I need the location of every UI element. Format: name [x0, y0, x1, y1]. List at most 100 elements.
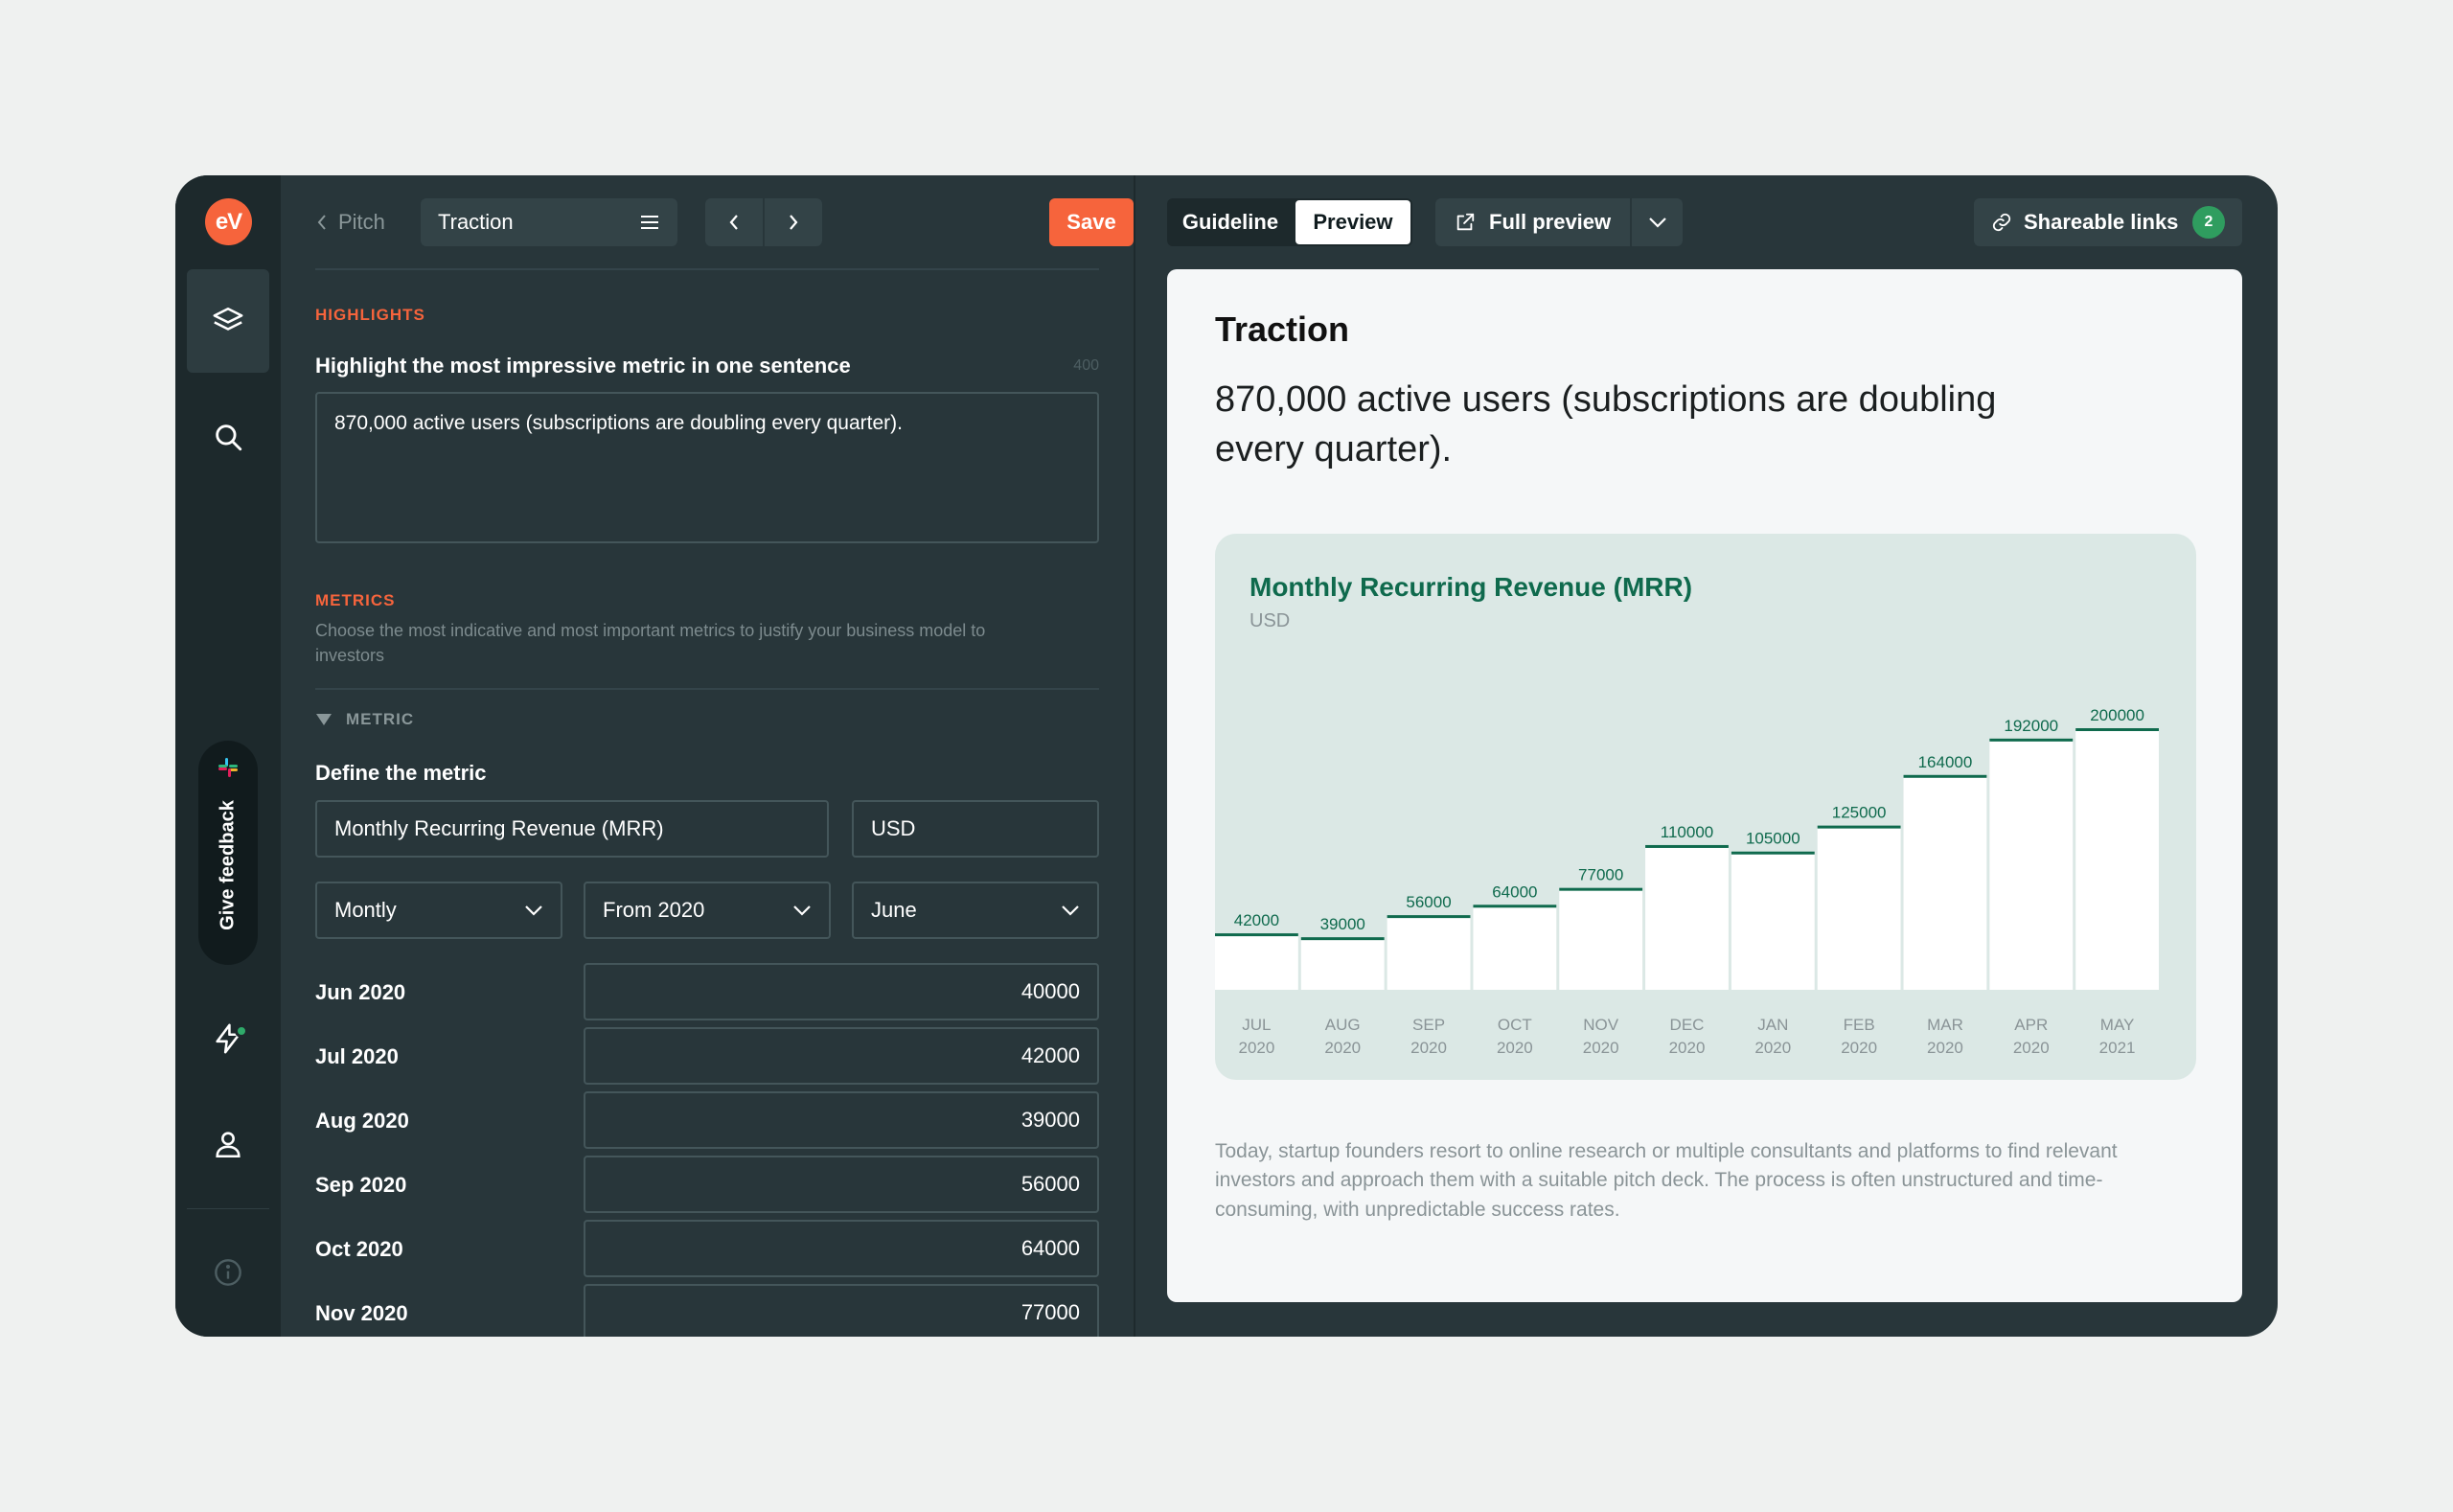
month-row-label: Oct 2020 — [315, 1237, 403, 1261]
full-preview-control: Full preview — [1435, 198, 1683, 246]
chart-x-tick-label: 2020 — [1927, 1039, 1963, 1057]
chart-plot: 42000 JUL 2020 39000 AUG 2020 56000 SEP 2020 6400… — [1215, 706, 2159, 1057]
chart-bar — [2075, 730, 2159, 990]
slide-preview: Traction 870,000 active users (subscript… — [1167, 269, 2242, 1302]
editor-panel: Pitch Traction Save HIGHLIGHTS Highlight… — [281, 175, 1307, 1337]
chart-bar — [1387, 917, 1471, 990]
frequency-select[interactable]: Montly — [315, 882, 562, 939]
chart-data-label: 105000 — [1746, 830, 1800, 848]
slide-body-text: Today, startup founders resort to online… — [1215, 1140, 2118, 1221]
chart-data-label: 64000 — [1492, 882, 1537, 901]
triangle-down-icon — [316, 714, 332, 725]
chart-data-label: 56000 — [1406, 893, 1451, 911]
chart-data-label: 77000 — [1578, 866, 1623, 884]
chevron-down-icon — [793, 905, 811, 916]
chart-data-label: 192000 — [2004, 717, 2058, 735]
metrics-divider — [315, 688, 1099, 690]
month-row-label: Sep 2020 — [315, 1173, 407, 1197]
chart-bar — [1300, 939, 1385, 990]
user-icon — [216, 1132, 241, 1158]
chart-data-label: 110000 — [1661, 823, 1713, 841]
month-value-input[interactable]: 40000 — [584, 963, 1099, 1020]
slide-selector[interactable]: Traction — [421, 198, 677, 246]
chart-x-tick-label: AUG — [1325, 1016, 1361, 1034]
menu-icon — [641, 216, 658, 229]
tab-guideline[interactable]: Guideline — [1181, 210, 1279, 234]
slide-title: Traction — [1215, 309, 1350, 349]
chart-x-tick-label: 2020 — [1669, 1039, 1706, 1057]
chart-x-tick-label: FEB — [1844, 1016, 1875, 1034]
chart-x-tick-label: 2020 — [1324, 1039, 1361, 1057]
start-month-value: June — [871, 898, 917, 922]
chart-bar-cap — [1903, 774, 1987, 778]
month-value-input[interactable]: 77000 — [584, 1284, 1099, 1337]
metric-unit-input[interactable]: USD — [852, 800, 1099, 858]
chart-x-tick-label: 2020 — [1754, 1039, 1791, 1057]
external-link-icon — [1456, 213, 1475, 231]
previous-slide-button[interactable] — [705, 198, 765, 246]
chart-title: Monthly Recurring Revenue (MRR) — [1249, 572, 1693, 602]
chart-bar-cap — [1989, 738, 2074, 742]
profile-nav-button[interactable] — [187, 1111, 269, 1178]
metric-name-input[interactable]: Monthly Recurring Revenue (MRR) — [315, 800, 829, 858]
chart-bar — [1989, 740, 2074, 990]
chart-bar — [1215, 935, 1298, 990]
app-logo[interactable]: eV — [205, 198, 252, 245]
mrr-chart: Monthly Recurring Revenue (MRR) USD 4200… — [1215, 534, 2196, 1080]
search-nav-button[interactable] — [187, 403, 269, 470]
chart-bar-cap — [1300, 937, 1385, 941]
shareable-links-count: 2 — [2192, 206, 2225, 239]
chart-bar — [1903, 776, 1987, 990]
chart-x-tick-label: APR — [2014, 1016, 2048, 1034]
chart-bar-cap — [1215, 933, 1298, 937]
month-value-input[interactable]: 42000 — [584, 1027, 1099, 1085]
chart-bar-cap — [1731, 851, 1815, 855]
back-to-pitch-link[interactable]: Pitch — [315, 198, 385, 246]
info-icon — [215, 1259, 241, 1286]
shareable-links-label: Shareable links — [2024, 210, 2179, 234]
panel-splitter[interactable] — [1134, 175, 1135, 1337]
highlights-heading: HIGHLIGHTS — [315, 306, 425, 324]
highlight-textarea[interactable]: 870,000 active users (subscriptions are … — [315, 392, 1099, 543]
chart-bar-cap — [1645, 844, 1729, 848]
chevron-down-icon — [1062, 905, 1079, 916]
chart-data-label: 39000 — [1320, 915, 1365, 933]
metric-collapse-toggle[interactable]: METRIC — [315, 700, 414, 739]
give-feedback-button[interactable]: Give feedback — [198, 741, 258, 965]
chart-bar-cap — [1559, 887, 1643, 891]
chevron-right-icon — [790, 215, 798, 230]
chevron-down-icon — [525, 905, 542, 916]
chart-bar — [1645, 846, 1729, 990]
chart-bar-cap — [1473, 905, 1557, 908]
layers-icon — [213, 307, 243, 331]
shareable-links-button[interactable]: Shareable links 2 — [1974, 198, 2242, 246]
chart-bar — [1559, 889, 1643, 990]
editor-toolbar: Pitch Traction Save — [315, 198, 1134, 246]
metrics-help-text: Choose the most indicative and most impo… — [315, 621, 986, 666]
full-preview-dropdown[interactable] — [1632, 198, 1683, 246]
frequency-value: Montly — [334, 898, 397, 922]
rail-divider — [187, 1208, 269, 1209]
define-metric-label: Define the metric — [315, 761, 487, 785]
save-button[interactable]: Save — [1049, 198, 1134, 246]
from-year-select[interactable]: From 2020 — [584, 882, 831, 939]
tab-preview[interactable]: Preview — [1295, 200, 1410, 244]
toolbar-divider — [315, 268, 1099, 270]
full-preview-label: Full preview — [1489, 210, 1612, 234]
info-nav-button[interactable] — [187, 1239, 269, 1306]
full-preview-button[interactable]: Full preview — [1435, 198, 1633, 246]
layers-nav-button[interactable] — [187, 269, 269, 373]
updates-nav-button[interactable] — [187, 1005, 269, 1072]
month-value-input[interactable]: 56000 — [584, 1156, 1099, 1213]
icon-rail: eV Give feedback — [175, 175, 281, 1337]
month-value-input[interactable]: 64000 — [584, 1220, 1099, 1277]
next-slide-button[interactable] — [765, 198, 822, 246]
chart-x-tick-label: OCT — [1498, 1016, 1532, 1034]
chart-x-tick-label: MAY — [2100, 1016, 2135, 1034]
start-month-select[interactable]: June — [852, 882, 1099, 939]
search-icon — [216, 424, 242, 451]
month-value-input[interactable]: 39000 — [584, 1091, 1099, 1149]
chart-x-tick-label: MAR — [1927, 1016, 1963, 1034]
chart-x-tick-label: 2020 — [1583, 1039, 1619, 1057]
metrics-heading: METRICS — [315, 591, 396, 609]
